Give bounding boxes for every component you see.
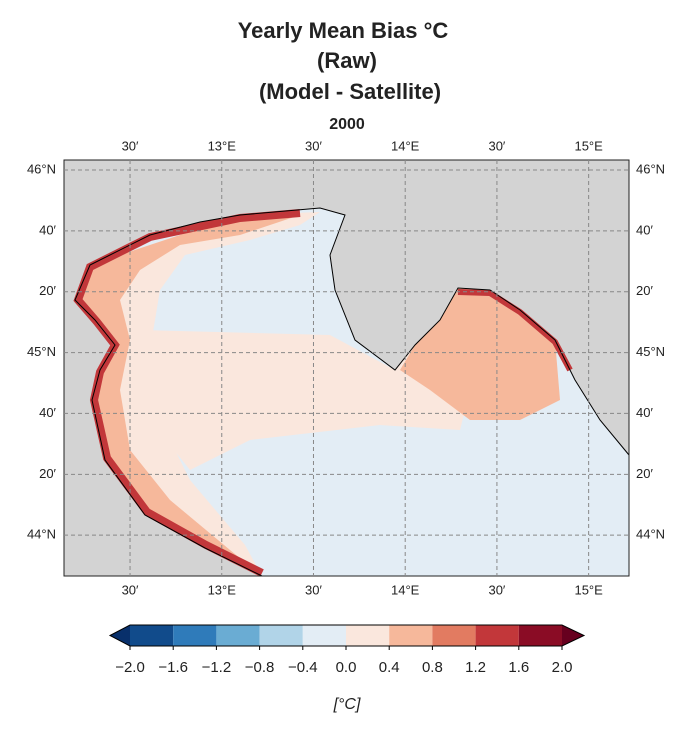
lat-label: 20′ <box>39 466 56 481</box>
lon-label: 30′ <box>305 582 322 597</box>
colorbar-tick-label: −0.8 <box>245 659 275 676</box>
colorbar: −2.0 −1.6 −1.2 −0.8 −0.4 0.0 0.4 0.8 1.2 1.6 2.0 <box>108 624 586 676</box>
colorbar-bin <box>130 625 174 646</box>
lon-label: 30′ <box>122 582 139 597</box>
colorbar-bin <box>389 625 433 646</box>
graticule: 30′ 30′ 13°E 13°E 30′ 30′ 14°E 14°E 30′ 30′ 15°E 15… <box>27 138 665 597</box>
lat-label: 44°N <box>636 527 665 542</box>
lon-label: 30′ <box>305 138 322 153</box>
lat-label: 45°N <box>636 344 665 359</box>
title-line: Yearly Mean Bias °C <box>238 18 449 43</box>
colorbar-tick-label: 2.0 <box>552 659 573 676</box>
lat-label: 46°N <box>27 161 56 176</box>
lon-label: 30′ <box>488 582 505 597</box>
colorbar-tick-label: −1.6 <box>158 659 188 676</box>
lon-label: 30′ <box>488 138 505 153</box>
lat-label: 20′ <box>39 283 56 298</box>
lat-label: 44°N <box>27 527 56 542</box>
lat-label: 20′ <box>636 466 653 481</box>
colorbar-tick-label: 1.6 <box>508 659 529 676</box>
colorbar-tick-label: 0.8 <box>422 659 443 676</box>
lon-label: 14°E <box>391 582 420 597</box>
title-line: (Raw) <box>317 48 377 73</box>
colorbar-bin <box>346 625 390 646</box>
lat-label: 40′ <box>636 222 653 237</box>
colorbar-tick-label: 0.4 <box>379 659 400 676</box>
colorbar-tick-label: −0.4 <box>288 659 318 676</box>
colorbar-tick-label: −1.2 <box>202 659 232 676</box>
lon-label: 13°E <box>208 582 237 597</box>
colorbar-extend <box>562 625 584 646</box>
map-frame <box>63 159 630 577</box>
colorbar-bin <box>302 625 346 646</box>
lat-label: 40′ <box>636 405 653 420</box>
lat-label: 45°N <box>27 344 56 359</box>
lat-label: 20′ <box>636 283 653 298</box>
lon-label: 13°E <box>208 138 237 153</box>
subtitle: 2000 <box>329 116 365 133</box>
warm-coast <box>457 289 573 372</box>
lon-label: 14°E <box>391 138 420 153</box>
colorbar-extend <box>110 625 130 646</box>
colorbar-tick-label: 0.0 <box>336 659 357 676</box>
lon-label: 15°E <box>574 582 603 597</box>
lon-label: 30′ <box>122 138 139 153</box>
warm-zone <box>400 288 560 420</box>
colorbar-bin <box>432 625 476 646</box>
colorbar-bin <box>518 625 562 646</box>
lat-label: 46°N <box>636 161 665 176</box>
map: 30′ 30′ 13°E 13°E 30′ 30′ 14°E 14°E 30′ 30′ 15°E 15… <box>27 138 665 597</box>
warm-zone <box>140 330 470 470</box>
colorbar-label: [°C] <box>333 696 361 713</box>
colorbar-bin <box>475 625 519 646</box>
colorbar-bin <box>173 625 217 646</box>
colorbar-bin <box>216 625 260 646</box>
lon-label: 15°E <box>574 138 603 153</box>
colorbar-tick-label: 1.2 <box>465 659 486 676</box>
lat-label: 40′ <box>39 405 56 420</box>
lat-label: 40′ <box>39 222 56 237</box>
colorbar-tick-label: −2.0 <box>115 659 145 676</box>
title-line: (Model - Satellite) <box>259 79 441 104</box>
colorbar-bin <box>259 625 303 646</box>
coastline <box>74 207 630 577</box>
